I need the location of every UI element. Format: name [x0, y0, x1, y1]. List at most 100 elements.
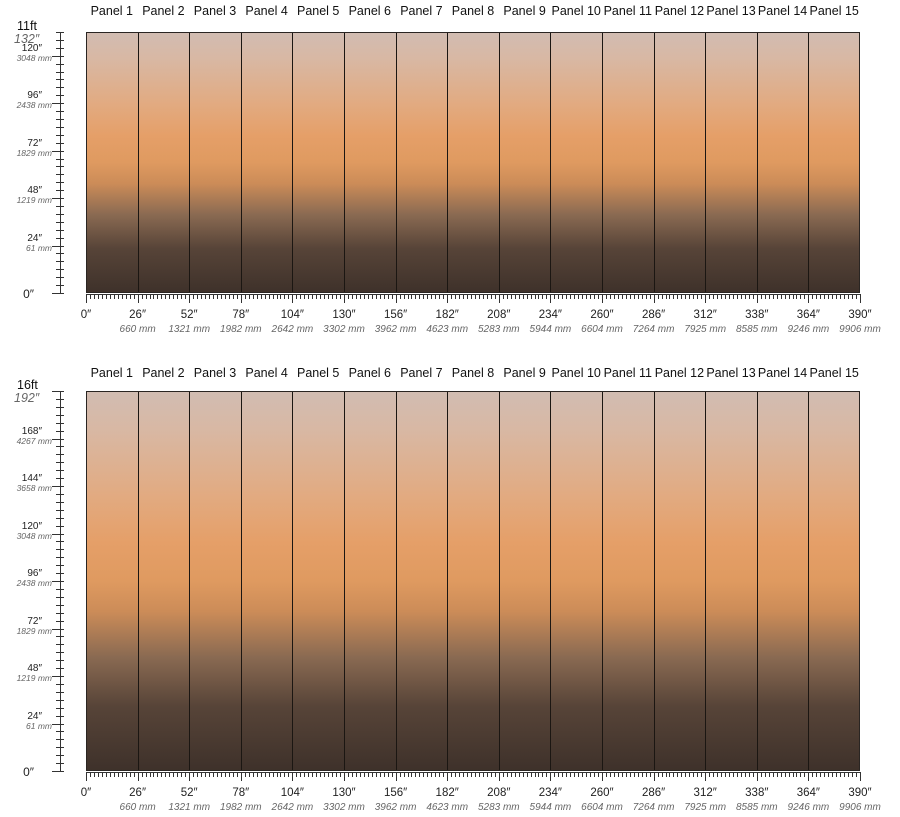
panel-label: Panel 13: [706, 366, 756, 380]
horizontal-tick: [93, 294, 95, 299]
horizontal-tick: [276, 772, 278, 777]
horizontal-tick: [526, 294, 528, 299]
horizontal-label-mm: 9906 mm: [839, 324, 881, 335]
horizontal-tick: [617, 772, 619, 777]
horizontal-label-in: 260″: [590, 787, 614, 799]
horizontal-tick: [224, 294, 226, 299]
horizontal-tick: [562, 772, 564, 777]
horizontal-label-mm: 2642 mm: [271, 802, 314, 813]
horizontal-label-in: 338″: [745, 787, 769, 799]
horizontal-tick: [510, 294, 512, 299]
horizontal-tick: [463, 772, 465, 777]
horizontal-tick: [645, 772, 647, 777]
horizontal-tick: [399, 294, 401, 299]
panel-seam: [808, 32, 810, 293]
panel-label: Panel 5: [296, 4, 340, 18]
horizontal-tick: [129, 294, 131, 299]
horizontal-tick: [582, 294, 584, 299]
vertical-tick: [56, 493, 64, 495]
panel-label: Panel 12: [654, 366, 705, 380]
horizontal-tick: [522, 294, 524, 299]
horizontal-tick: [463, 294, 465, 299]
panel-seam: [292, 32, 294, 293]
horizontal-label-in: 130″: [332, 309, 356, 321]
horizontal-tick: [697, 294, 699, 299]
horizontal-tick: [836, 772, 838, 777]
horizontal-tick: [725, 294, 727, 299]
horizontal-label-mm: 3302 mm: [323, 324, 365, 335]
vertical-tick: [52, 438, 64, 440]
horizontal-tick: [594, 772, 596, 777]
horizontal-tick: [820, 772, 822, 777]
vertical-tick: [56, 71, 64, 73]
horizontal-tick: [447, 294, 449, 303]
vertical-tick: [56, 747, 64, 749]
vertical-tick: [56, 406, 64, 408]
horizontal-tick: [482, 294, 484, 299]
horizontal-tick: [693, 772, 695, 777]
horizontal-label-in: 26″: [129, 309, 147, 321]
horizontal-label-in: 390″: [848, 309, 872, 321]
horizontal-tick: [121, 294, 123, 299]
horizontal-tick: [264, 294, 266, 299]
horizontal-tick: [173, 294, 175, 299]
horizontal-tick: [717, 772, 719, 777]
mural-frame: [86, 32, 860, 293]
panel-seam: [240, 32, 242, 293]
horizontal-tick: [340, 772, 342, 777]
panel-seam: [137, 391, 139, 771]
horizontal-tick: [308, 772, 310, 777]
panel-label: Panel 10: [551, 4, 601, 18]
horizontal-tick: [844, 772, 846, 777]
horizontal-label-in: 0″: [80, 309, 92, 321]
vertical-tick: [56, 190, 64, 192]
vertical-tick: [56, 668, 64, 670]
horizontal-label-in: 104″: [280, 309, 305, 321]
horizontal-tick: [260, 772, 262, 777]
horizontal-tick: [153, 294, 155, 299]
horizontal-tick: [645, 294, 647, 299]
horizontal-tick: [796, 294, 798, 299]
horizontal-label-mm: 8585 mm: [735, 324, 778, 335]
horizontal-label-in: 156″: [383, 309, 408, 321]
horizontal-tick: [316, 294, 318, 299]
vertical-tick: [56, 739, 64, 741]
vertical-tick: [52, 391, 64, 392]
vertical-tick: [56, 174, 64, 176]
mural-gradient: [86, 32, 860, 293]
panel-label: Panel 2: [142, 4, 185, 18]
panel-seam: [447, 32, 449, 293]
panel-seam: [653, 391, 655, 771]
horizontal-tick: [411, 772, 413, 777]
horizontal-tick: [796, 772, 798, 777]
horizontal-tick: [538, 772, 540, 777]
vertical-tick: [56, 715, 64, 717]
horizontal-tick: [415, 772, 417, 777]
horizontal-tick: [586, 294, 588, 299]
vertical-tick: [56, 166, 64, 168]
horizontal-tick: [804, 294, 806, 299]
horizontal-tick: [474, 294, 476, 299]
horizontal-label-in: 208″: [487, 309, 511, 321]
horizontal-tick: [732, 294, 734, 299]
vertical-label-in: 72″: [27, 615, 42, 627]
vertical-tick: [56, 39, 64, 41]
horizontal-tick: [816, 772, 818, 777]
horizontal-tick: [209, 772, 211, 777]
panel-label: Panel 13: [706, 4, 756, 18]
horizontal-tick: [792, 294, 794, 299]
horizontal-tick: [602, 294, 603, 303]
horizontal-tick: [701, 772, 703, 777]
horizontal-tick: [252, 294, 254, 299]
horizontal-label-mm: 4623 mm: [426, 802, 469, 813]
horizontal-tick: [300, 772, 302, 777]
horizontal-tick: [324, 772, 326, 777]
horizontal-tick: [744, 772, 746, 777]
horizontal-tick: [471, 294, 472, 299]
horizontal-tick: [324, 294, 326, 299]
vertical-tick: [56, 213, 64, 215]
panel-label: Panel 9: [503, 366, 546, 380]
horizontal-tick: [772, 294, 774, 299]
horizontal-tick: [304, 294, 306, 299]
height-ft-label: 16ft: [17, 378, 38, 392]
